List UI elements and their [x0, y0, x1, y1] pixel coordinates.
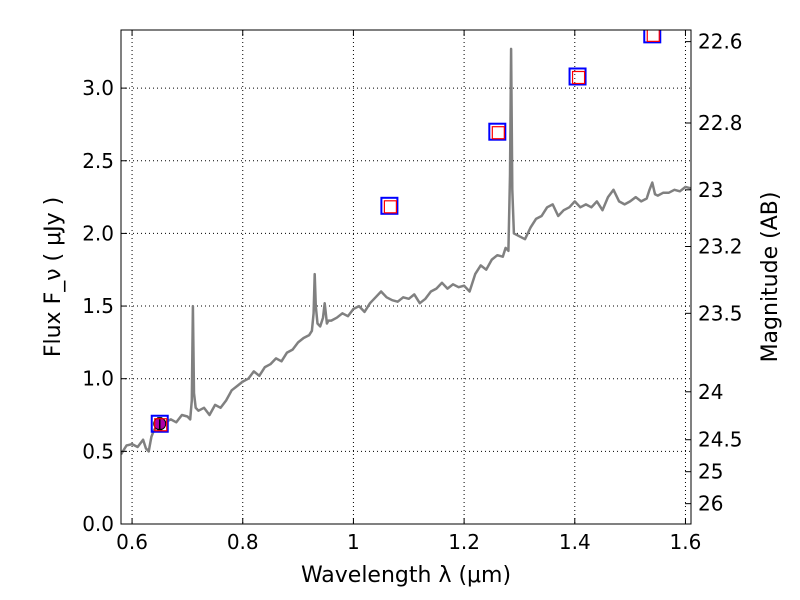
y-tick-label: 3.0: [82, 76, 114, 100]
right-tick-label: 23.5: [698, 301, 743, 325]
x-tick-label: 1.6: [670, 530, 702, 554]
model-square: [491, 126, 505, 140]
spectrum-series: [121, 47, 691, 455]
x-axis-label: Wavelength λ (μm): [301, 563, 511, 588]
right-axis: 22.6 22.8 23 23.2 23.5 24 24.5 25 26: [685, 30, 743, 516]
model-square: [646, 30, 660, 42]
x-tick-label: 0.6: [116, 530, 148, 554]
photometry-points: [150, 30, 662, 433]
spectrum-line: [121, 47, 691, 455]
right-tick-label: 25: [698, 460, 723, 484]
grid: [121, 30, 691, 525]
photometry-square: [568, 67, 587, 86]
right-tick-label: 23: [698, 178, 723, 202]
x-tick-label: 0.8: [227, 530, 259, 554]
right-axis-label: Magnitude (AB): [758, 192, 783, 363]
right-tick-label: 23.2: [698, 234, 743, 258]
photometry-square: [643, 30, 662, 44]
x-tick-label: 1.2: [448, 530, 480, 554]
y-tick-label: 1.0: [82, 367, 114, 391]
right-tick-label: 22.6: [698, 30, 743, 54]
right-tick-label: 24.5: [698, 428, 743, 452]
y-tick-label: 2.5: [82, 149, 114, 173]
y-tick-label: 0.0: [82, 512, 114, 536]
x-axis: 0.6 0.8 1 1.2 1.4 1.6: [116, 30, 701, 554]
photometry-square: [488, 122, 507, 141]
model-square: [154, 418, 168, 432]
right-tick-label: 22.8: [698, 111, 743, 135]
y-tick-label: 1.5: [82, 294, 114, 318]
x-tick-label: 1: [347, 530, 360, 554]
y-axis: 0.0 0.5 1.0 1.5 2.0 2.5 3.0: [82, 76, 127, 536]
y-tick-label: 2.0: [82, 221, 114, 245]
x-tick-label: 1.4: [559, 530, 591, 554]
y-axis-label: Flux F_ν ( μJy ): [41, 197, 66, 357]
plot-frame: [120, 29, 692, 525]
right-tick-label: 24: [698, 380, 723, 404]
model-square: [383, 200, 397, 214]
right-tick-label: 26: [698, 492, 723, 516]
photometry-square: [150, 414, 169, 433]
photometry-square: [380, 196, 399, 215]
y-tick-label: 0.5: [82, 439, 114, 463]
model-square: [571, 70, 586, 85]
